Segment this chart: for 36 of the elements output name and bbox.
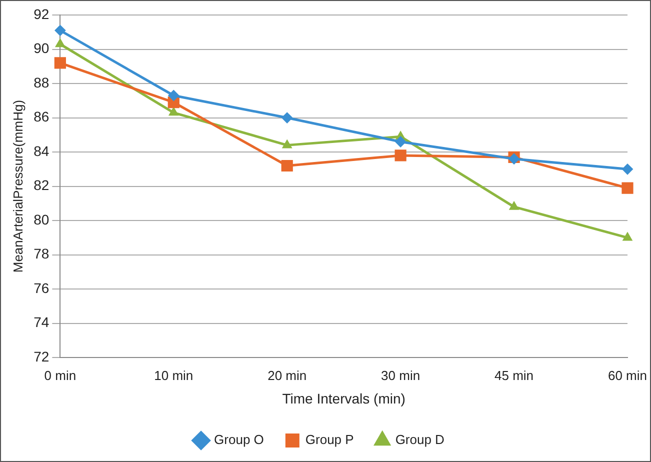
x-axis-title: Time Intervals (min) (282, 390, 406, 406)
legend-label: Group D (395, 432, 444, 448)
y-tick-label: 76 (34, 280, 50, 296)
x-tick-label: 30 min (381, 368, 420, 383)
legend-label: Group O (214, 432, 264, 448)
point (168, 107, 178, 116)
point (55, 38, 66, 48)
point (622, 232, 632, 241)
x-tick-label: 60 min (608, 368, 648, 383)
point (281, 160, 293, 172)
y-tick-label: 78 (34, 246, 50, 262)
y-tick-label: 86 (34, 108, 50, 125)
y-tick-label: 80 (34, 211, 50, 228)
y-tick-label: 82 (34, 177, 50, 194)
point (54, 24, 66, 36)
point (394, 150, 406, 162)
point (282, 140, 292, 148)
legend-label: Group P (305, 432, 354, 448)
x-tick-label: 20 min (268, 368, 307, 383)
y-tick-label: 74 (34, 314, 50, 330)
point (509, 201, 519, 210)
point (282, 112, 293, 124)
y-tick-label: 88 (34, 74, 50, 90)
point (54, 57, 66, 69)
x-tick-label: 0 min (44, 368, 76, 383)
point (395, 136, 406, 148)
point (168, 90, 180, 102)
point (622, 164, 633, 175)
y-tick-label: 84 (34, 142, 50, 159)
y-tick-label: 72 (34, 348, 50, 364)
y-tick-label: 90 (34, 40, 50, 56)
x-tick-label: 45 min (494, 368, 534, 383)
y-axis-title: MeanArterialPressure(mmHg) (10, 100, 26, 273)
y-tick-label: 92 (34, 6, 50, 22)
point (622, 182, 634, 194)
x-tick-label: 10 min (154, 368, 194, 383)
